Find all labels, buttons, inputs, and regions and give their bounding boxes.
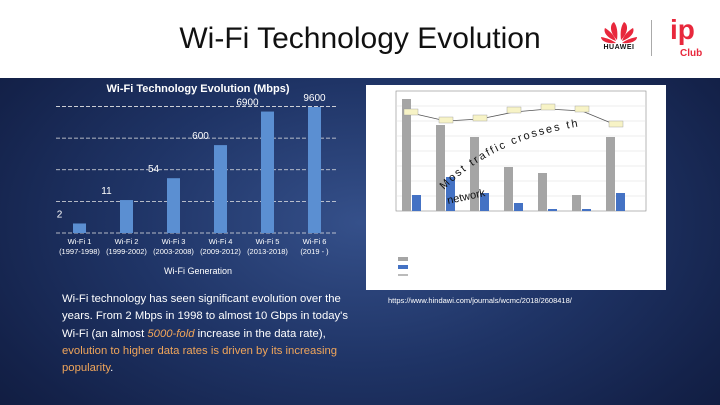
- category-years-label: (1997-1998): [59, 247, 100, 256]
- body-text-2: increase in the data rate),: [194, 327, 326, 340]
- chart-value-labels: 2 11 54 600 6900 9600: [57, 93, 326, 220]
- category-label: Wi-Fi 5: [256, 237, 280, 246]
- data-label: 2: [57, 209, 63, 220]
- category-label: Wi-Fi 4: [209, 237, 233, 246]
- category-label: Wi-Fi 1: [68, 237, 92, 246]
- title-bar: Wi-Fi Technology Evolution HUAWEI ip Clu…: [0, 0, 720, 78]
- body-paragraph: Wi-Fi technology has seen significant ev…: [62, 291, 348, 377]
- data-label: 54: [148, 164, 160, 175]
- body-text-3: .: [110, 362, 114, 375]
- x-axis-title: Wi-Fi Generation: [164, 266, 232, 276]
- data-label: 9600: [303, 93, 326, 104]
- wifi-evolution-bar-chart: Wi-Fi Technology Evolution (Mbps) 2 11 54 6…: [56, 83, 338, 276]
- chart-category-labels: Wi-Fi 1(1997-1998) Wi-Fi 2(1999-2002) Wi-F…: [59, 237, 329, 256]
- ip-club-logo: ip: [670, 14, 695, 45]
- category-years-label: (2009-2012): [200, 247, 241, 256]
- huawei-logo-icon: [601, 22, 637, 44]
- body-emphasis-popularity: evolution to higher data rates is driven…: [62, 344, 338, 375]
- bar-wi-fi-4: [214, 145, 227, 233]
- huawei-wordmark: HUAWEI: [603, 44, 635, 51]
- category-years-label: (2019 - ): [300, 247, 329, 256]
- bar-wi-fi-1: [73, 223, 86, 233]
- svg-text:Most traffic crosses the Wi-Fi: Most traffic crosses the Wi-Fi: [432, 112, 580, 192]
- category-years-label: (2013-2018): [247, 247, 288, 256]
- bar-wi-fi-3: [167, 178, 180, 233]
- category-label: Wi-Fi 3: [162, 237, 186, 246]
- category-years-label: (2003-2008): [153, 247, 194, 256]
- reference-link[interactable]: https://www.hindawi.com/journals/wcmc/20…: [388, 296, 572, 305]
- club-wordmark: Club: [680, 48, 703, 59]
- body-emphasis-5000-fold: 5000-fold: [147, 327, 195, 340]
- category-label: Wi-Fi 2: [115, 237, 139, 246]
- traffic-share-figure: [366, 85, 666, 290]
- annotation-line1: Most traffic crosses the Wi-Fi: [432, 112, 578, 192]
- bar-wi-fi-2: [120, 200, 133, 233]
- logo-divider: [651, 20, 652, 56]
- annotation-line2: network: [446, 187, 487, 207]
- chart-title: Wi-Fi Technology Evolution (Mbps): [106, 83, 289, 95]
- chart-gridlines: [56, 106, 338, 234]
- category-label: Wi-Fi 6: [303, 237, 327, 246]
- data-label: 11: [101, 186, 112, 197]
- data-label: 600: [192, 131, 209, 142]
- category-years-label: (1999-2002): [106, 247, 147, 256]
- chart-bars: [73, 107, 321, 233]
- body-text-1: Wi-Fi technology has seen significant ev…: [62, 293, 348, 340]
- data-label: 6900: [236, 98, 259, 109]
- slide-title: Wi-Fi Technology Evolution: [179, 22, 541, 55]
- bar-wi-fi-6: [308, 107, 321, 233]
- figure-annotation: Most traffic crosses the Wi-Fi network: [432, 112, 580, 207]
- bar-wi-fi-5: [261, 111, 274, 233]
